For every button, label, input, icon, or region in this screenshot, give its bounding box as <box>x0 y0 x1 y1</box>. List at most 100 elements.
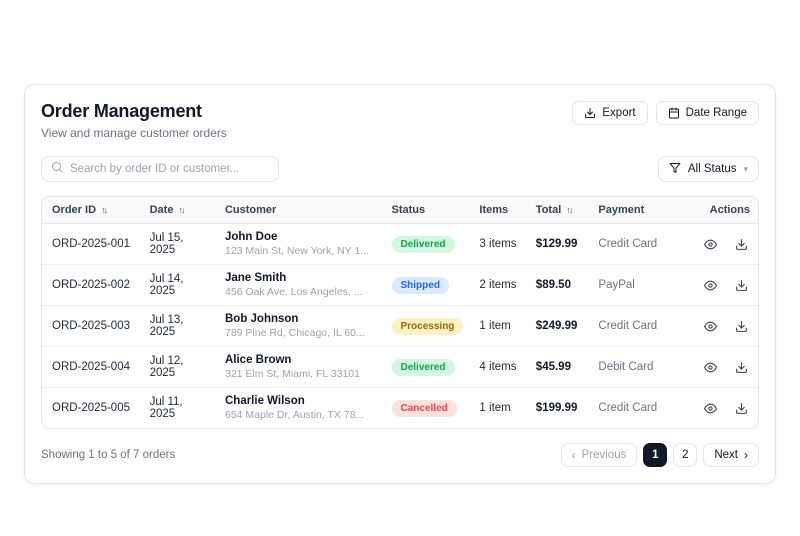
payment-cell: Debit Card <box>590 346 680 388</box>
download-order-button[interactable] <box>733 236 750 253</box>
download-icon <box>735 361 748 374</box>
download-icon <box>735 320 748 333</box>
table-row: ORD-2025-004 Jul 12, 2025 Alice Brown 321 E… <box>42 346 758 388</box>
sort-icon: ↑↓ <box>566 205 573 215</box>
table-row: ORD-2025-001 Jul 15, 2025 John Doe 123 Main… <box>42 223 758 265</box>
customer-address: 789 Pine Rd, Chicago, IL 60... <box>224 327 365 339</box>
date-cell: Jul 12, 2025 <box>141 346 217 388</box>
items-cell: 3 items <box>471 223 528 265</box>
chevron-right-icon: › <box>744 448 748 462</box>
status-filter-label: All Status <box>687 163 737 175</box>
customer-name: Charlie Wilson <box>224 395 305 407</box>
download-order-button[interactable] <box>733 277 750 294</box>
order-management-card: Order Management View and manage custome… <box>24 84 776 484</box>
title-block: Order Management View and manage custome… <box>41 101 227 140</box>
customer-cell: John Doe 123 Main St, New York, NY 1... <box>216 223 384 265</box>
items-cell: 1 item <box>471 305 528 347</box>
download-order-button[interactable] <box>733 359 750 376</box>
order-id-cell: ORD-2025-002 <box>42 264 142 306</box>
payment-cell: PayPal <box>590 264 680 306</box>
items-cell: 1 item <box>479 402 511 414</box>
total-cell: $199.99 <box>535 402 578 414</box>
eye-icon <box>704 279 717 292</box>
view-order-button[interactable] <box>702 236 719 253</box>
date-cell: Jul 14, 2025 <box>141 264 217 306</box>
view-order-button[interactable] <box>702 277 719 294</box>
date-cell: Jul 13, 2025 <box>141 305 217 347</box>
total-cell: $45.99 <box>527 346 591 388</box>
sort-icon: ↑↓ <box>101 205 108 215</box>
customer-cell: Bob Johnson 789 Pine Rd, Chicago, IL 60..… <box>216 305 384 347</box>
eye-icon <box>704 361 717 374</box>
download-icon <box>735 238 748 251</box>
download-icon <box>735 402 748 415</box>
previous-page-button[interactable]: ‹ Previous <box>560 443 638 467</box>
orders-table-container: Order ID ↑↓ Date ↑↓ Customer Status Item… <box>41 196 759 429</box>
status-filter-dropdown[interactable]: All Status ▾ <box>657 156 759 182</box>
date-range-button[interactable]: Date Range <box>655 101 759 125</box>
search-icon <box>51 160 63 178</box>
status-cell: Shipped <box>383 264 472 306</box>
column-header-actions: Actions <box>679 197 758 224</box>
page-subtitle: View and manage customer orders <box>41 126 227 140</box>
page-number-button-1[interactable]: 1 <box>643 443 668 467</box>
download-order-button[interactable] <box>733 318 750 335</box>
column-header-payment: Payment <box>590 197 680 224</box>
export-button[interactable]: Export <box>572 101 648 125</box>
customer-address: 456 Oak Ave, Los Angeles, ... <box>224 286 363 298</box>
payment-cell: Credit Card <box>598 402 658 414</box>
filter-icon <box>669 162 681 177</box>
order-id-cell: ORD-2025-004 <box>42 346 142 388</box>
eye-icon <box>704 402 717 415</box>
chevron-down-icon: ▾ <box>743 163 748 174</box>
search-box[interactable] <box>41 156 279 182</box>
table-row: ORD-2025-002 Jul 14, 2025 Jane Smith 456 Oa… <box>42 264 758 306</box>
customer-name: John Doe <box>224 231 278 243</box>
column-header-total[interactable]: Total ↑↓ <box>527 197 591 224</box>
payment-cell: Credit Card <box>590 223 680 265</box>
status-cell: Processing <box>383 305 472 347</box>
download-icon <box>735 279 748 292</box>
table-header-row: Order ID ↑↓ Date ↑↓ Customer Status Item… <box>42 197 758 224</box>
sort-icon: ↑↓ <box>178 205 186 215</box>
column-header-status: Status <box>383 197 472 224</box>
table-row: ORD-2025-003 Jul 13, 2025 Bob Johnson 789 P… <box>42 305 758 347</box>
toolbar: All Status ▾ <box>41 156 759 182</box>
column-header-date[interactable]: Date ↑↓ <box>141 197 217 224</box>
customer-name: Alice Brown <box>224 354 292 366</box>
total-cell: $129.99 <box>527 223 591 265</box>
view-order-button[interactable] <box>702 400 719 417</box>
customer-cell: Jane Smith 456 Oak Ave, Los Angeles, ... <box>216 264 384 306</box>
next-label: Next <box>714 449 738 461</box>
export-button-label: Export <box>602 107 636 119</box>
actions-cell <box>679 305 758 347</box>
view-order-button[interactable] <box>702 318 719 335</box>
status-badge: Delivered <box>391 235 455 253</box>
actions-cell <box>679 264 758 306</box>
page-number-button-2[interactable]: 2 <box>673 443 698 467</box>
download-order-button[interactable] <box>733 400 750 417</box>
customer-address: 123 Main St, New York, NY 1... <box>224 245 369 257</box>
view-order-button[interactable] <box>702 359 719 376</box>
customer-address: 654 Maple Dr, Austin, TX 78... <box>224 409 365 421</box>
card-header: Order Management View and manage custome… <box>41 101 759 140</box>
customer-name: Jane Smith <box>224 272 287 284</box>
actions-cell <box>679 223 758 265</box>
next-page-button[interactable]: Next › <box>703 443 759 467</box>
previous-label: Previous <box>581 449 627 461</box>
items-cell: 2 items <box>471 264 528 306</box>
actions-cell <box>679 346 758 388</box>
status-badge: Processing <box>391 317 464 335</box>
calendar-icon <box>668 107 680 119</box>
customer-cell: Charlie Wilson 654 Maple Dr, Austin, TX 7… <box>217 388 384 429</box>
date-cell: Jul 11, 2025 <box>149 396 183 420</box>
status-badge: Shipped <box>391 276 449 294</box>
customer-address: 321 Elm St, Miami, FL 33101 <box>224 368 360 380</box>
search-input[interactable] <box>70 163 269 175</box>
download-icon <box>584 107 596 119</box>
column-header-order-id[interactable]: Order ID ↑↓ <box>42 197 142 224</box>
chevron-left-icon: ‹ <box>571 448 576 462</box>
orders-table: Order ID ↑↓ Date ↑↓ Customer Status Item… <box>42 197 758 428</box>
order-id-cell: ORD-2025-003 <box>42 305 142 347</box>
date-cell: Jul 15, 2025 <box>141 223 217 265</box>
